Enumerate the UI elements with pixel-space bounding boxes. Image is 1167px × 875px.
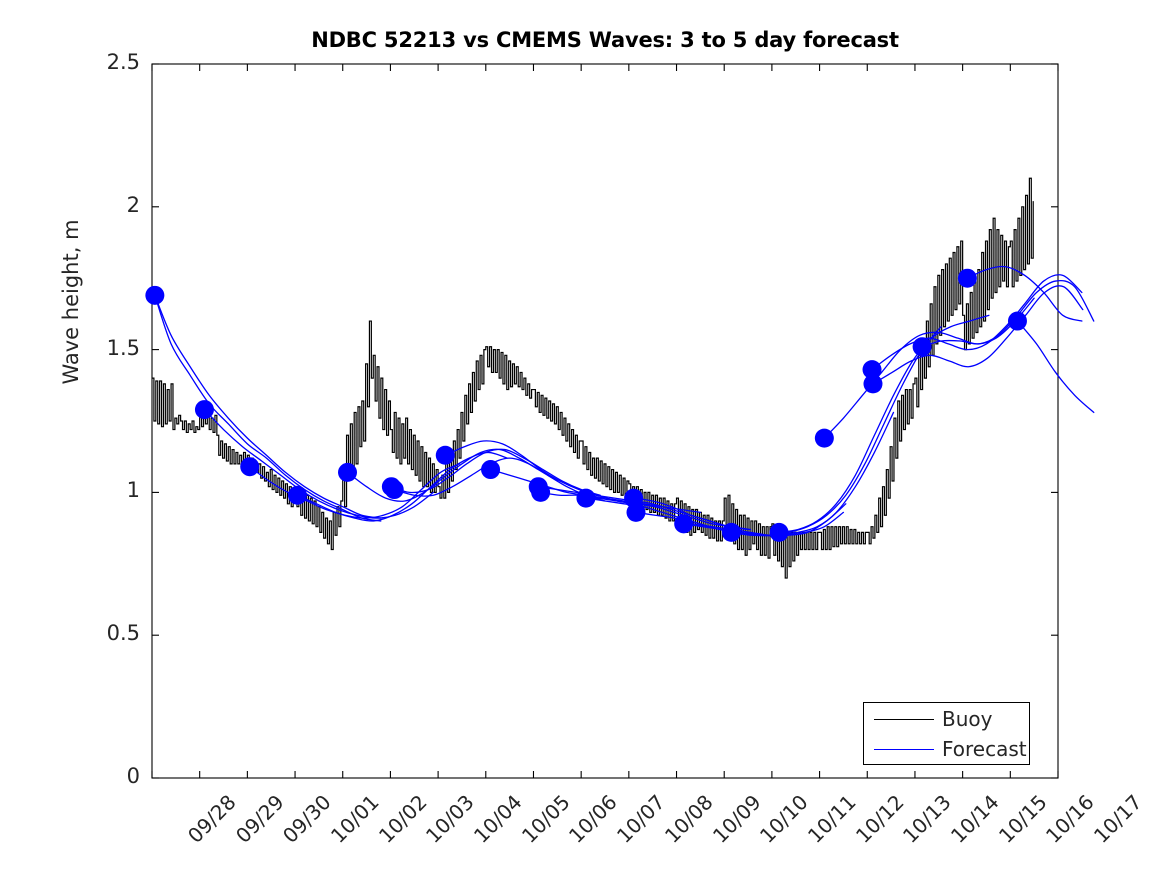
legend-label: Buoy (942, 707, 993, 731)
legend-swatch-forecast (874, 749, 934, 750)
y-tick-label: 2 (126, 192, 140, 217)
y-tick-label: 0.5 (106, 621, 140, 646)
y-tick-label: 2.5 (106, 50, 140, 74)
legend-label: Forecast (942, 737, 1027, 761)
legend-swatch-buoy (874, 719, 934, 720)
y-tick-label: 1.5 (106, 335, 140, 360)
forecast-series-lines (154, 265, 1095, 537)
legend-item-forecast[interactable]: Forecast (864, 734, 1029, 765)
y-tick-label: 0 (126, 764, 140, 788)
axis-ticks (151, 63, 1059, 779)
forecast-start-markers (145, 268, 1027, 542)
buoy-series-line (152, 177, 1034, 579)
chart-legend[interactable]: Buoy Forecast (863, 702, 1030, 765)
axes-frame (151, 63, 1059, 779)
y-tick-label: 1 (126, 478, 140, 503)
legend-item-buoy[interactable]: Buoy (864, 704, 1029, 735)
chart-title: NDBC 52213 vs CMEMS Waves: 3 to 5 day fo… (311, 28, 899, 52)
